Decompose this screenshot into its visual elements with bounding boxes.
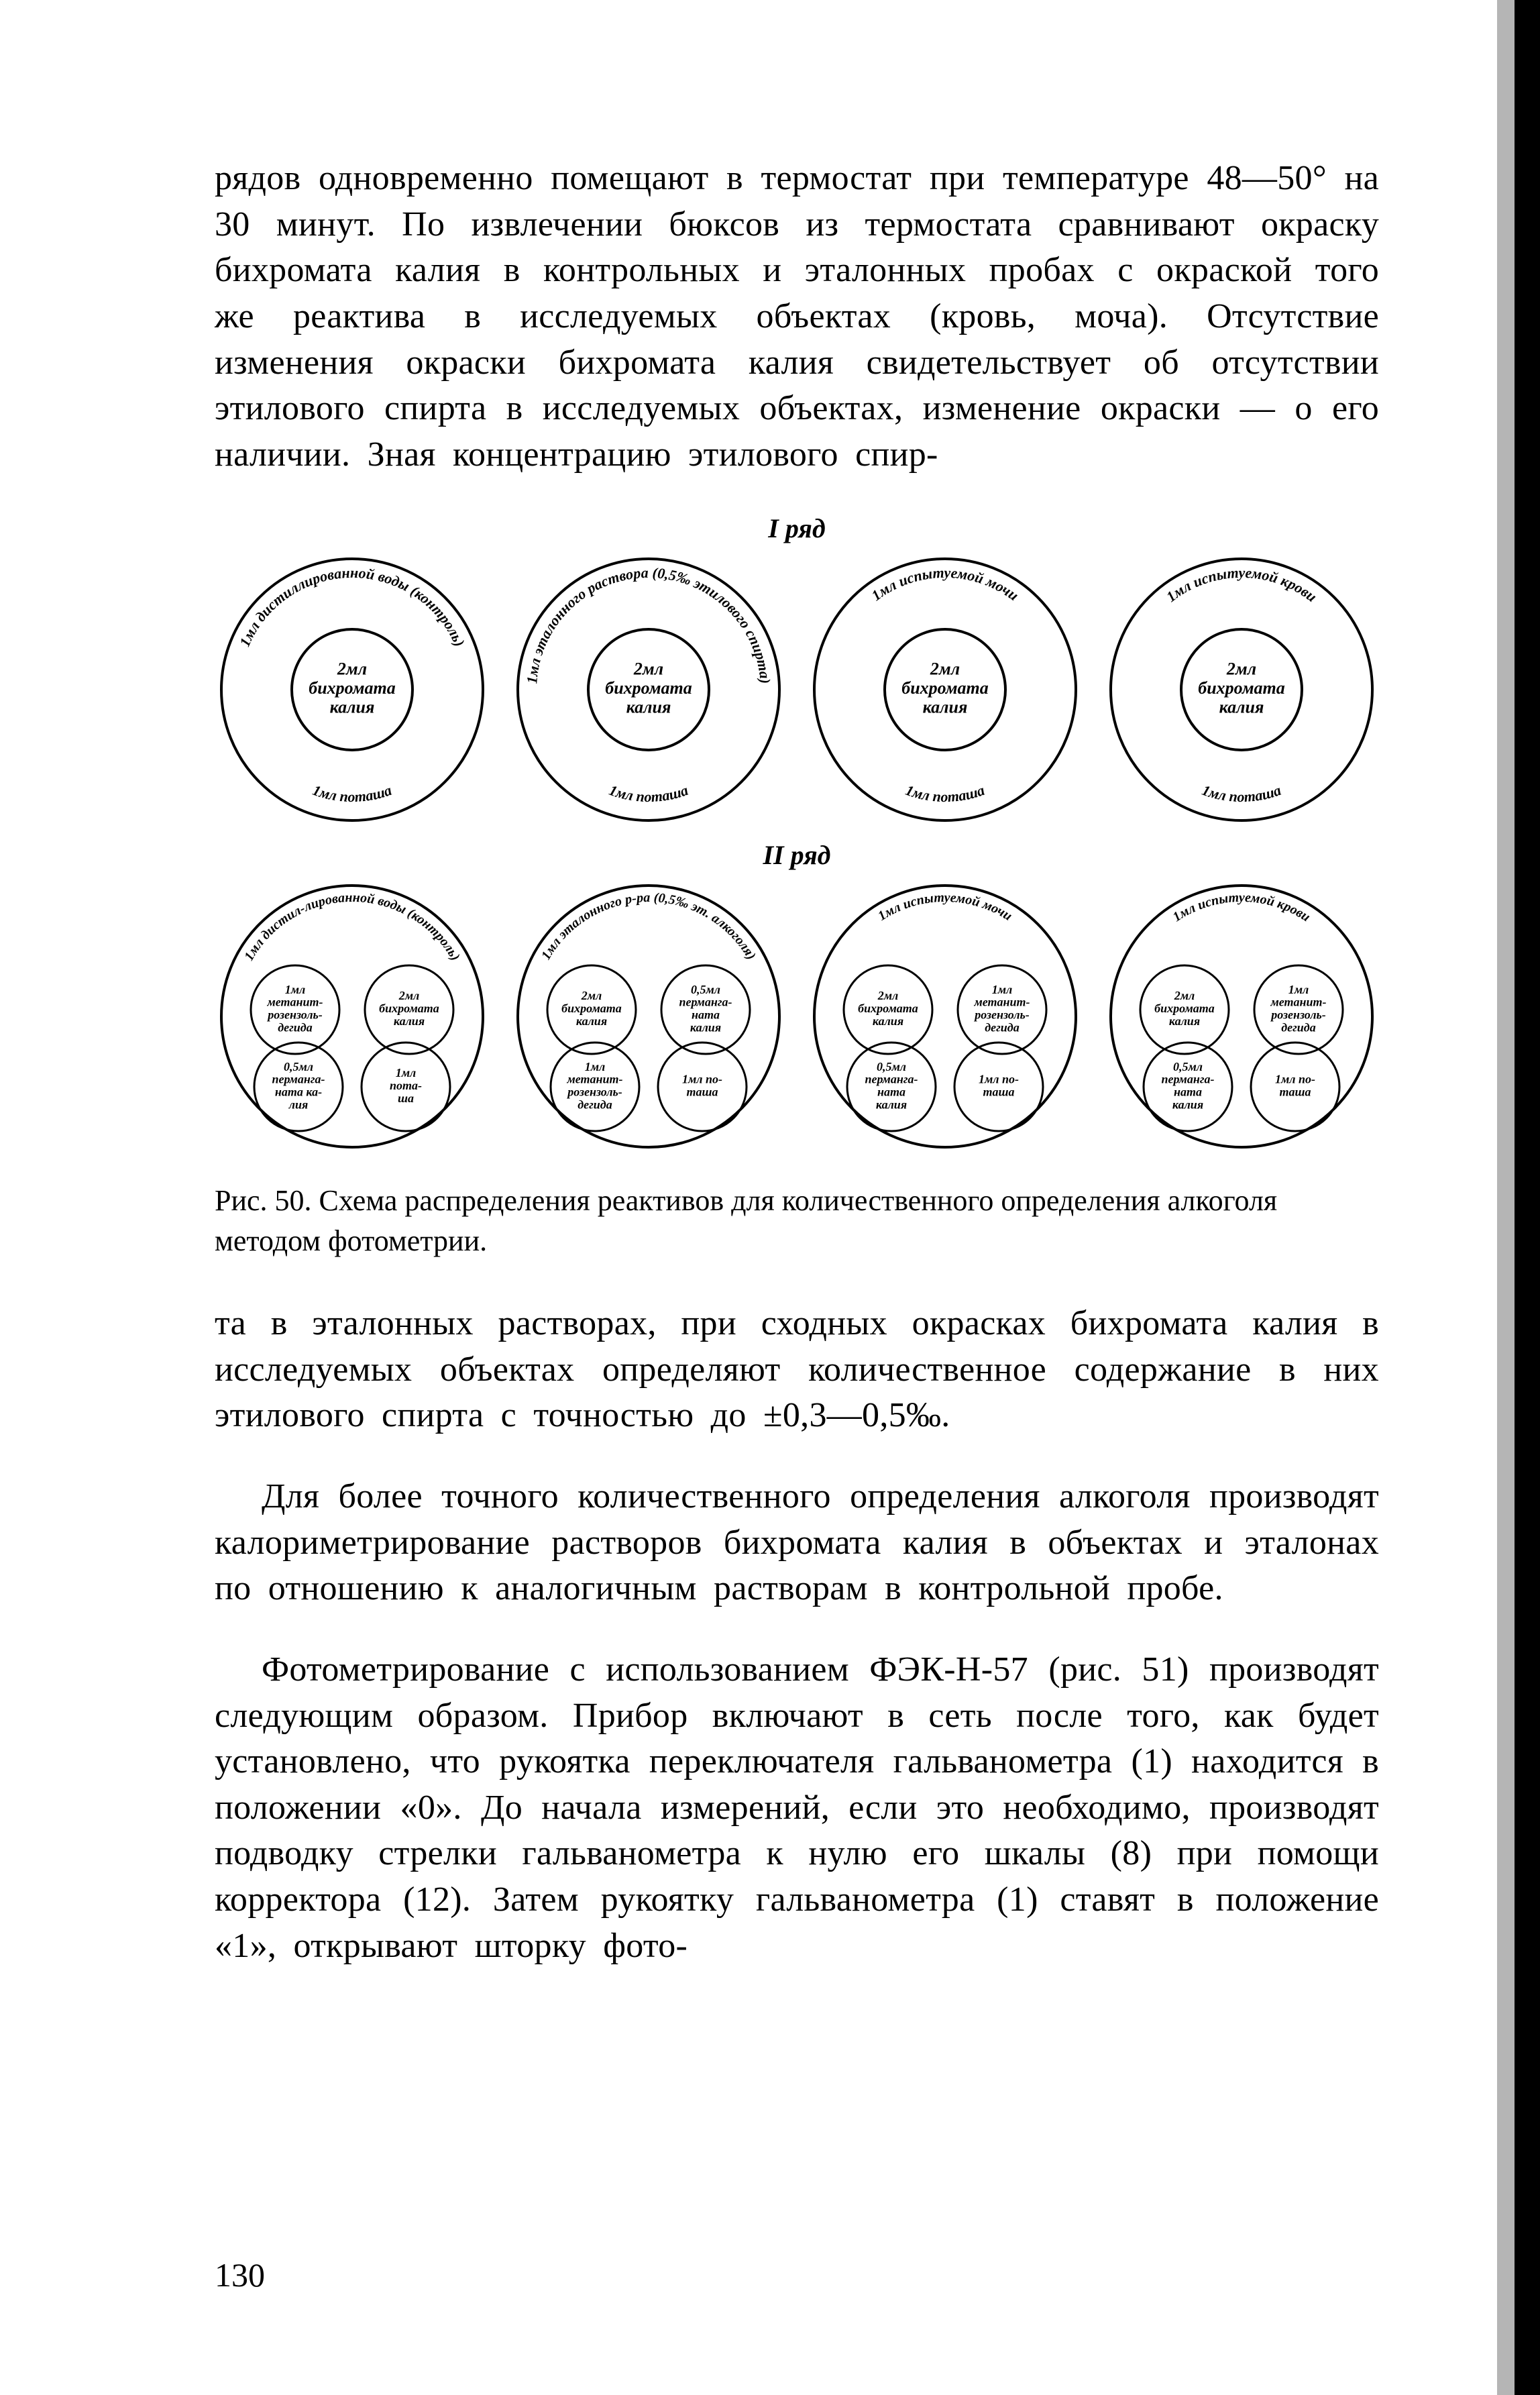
figure-row2: 1мл дистил-лированной воды (контроль) 1мл… <box>215 879 1379 1154</box>
svg-text:бихромата: бихромата <box>901 678 988 698</box>
svg-text:бихромата: бихромата <box>379 1002 439 1016</box>
svg-text:дегида: дегида <box>578 1098 612 1112</box>
paragraph-1: рядов одновременно помещают в термостат … <box>215 156 1379 478</box>
paragraph-4: Фотометрирование с использованием ФЭК-Н-… <box>215 1647 1379 1969</box>
svg-text:розензоль-: розензоль- <box>1270 1008 1326 1022</box>
svg-text:2мл: 2мл <box>877 990 899 1003</box>
svg-text:0,5мл: 0,5мл <box>691 983 720 996</box>
svg-text:калия: калия <box>330 698 375 717</box>
row2-cell-0: 1мл дистил-лированной воды (контроль) 1мл… <box>215 879 490 1154</box>
svg-text:бихромата: бихромата <box>309 678 395 698</box>
svg-text:розензоль-: розензоль- <box>266 1008 323 1022</box>
svg-text:1мл дистил-лированной воды (ко: 1мл дистил-лированной воды (контроль) <box>241 890 463 963</box>
svg-text:перманга-: перманга- <box>272 1073 325 1086</box>
figure-row1-label: I ряд <box>215 513 1379 544</box>
svg-text:2мл: 2мл <box>930 659 960 679</box>
scan-edge <box>1515 0 1540 2395</box>
svg-text:2мл: 2мл <box>398 990 420 1003</box>
svg-text:ната: ната <box>692 1008 720 1022</box>
figure-caption: Рис. 50. Схема распределения реактивов д… <box>215 1181 1379 1261</box>
svg-text:калия: калия <box>394 1014 425 1028</box>
svg-text:таша: таша <box>983 1085 1015 1099</box>
svg-text:калия: калия <box>1219 698 1264 717</box>
paragraph-3: Для более точного количественного опреде… <box>215 1474 1379 1612</box>
svg-text:калия: калия <box>1169 1014 1200 1028</box>
svg-text:бихромата: бихромата <box>561 1002 622 1016</box>
svg-text:калия: калия <box>876 1098 907 1112</box>
row1-cell-0: 1мл дистиллированной воды (контроль) 1мл … <box>215 552 490 827</box>
svg-text:калия: калия <box>626 698 671 717</box>
page-number: 130 <box>215 2255 265 2294</box>
svg-text:1мл дистиллированной воды (кон: 1мл дистиллированной воды (контроль) <box>236 564 468 649</box>
svg-text:бихромата: бихромата <box>1154 1002 1215 1016</box>
svg-text:таша: таша <box>687 1085 718 1099</box>
svg-text:1мл поташа: 1мл поташа <box>1200 782 1283 805</box>
svg-text:1мл по-: 1мл по- <box>979 1073 1019 1086</box>
svg-text:калия: калия <box>1172 1098 1203 1112</box>
svg-text:1мл поташа: 1мл поташа <box>311 782 394 805</box>
svg-text:2мл: 2мл <box>1174 990 1195 1003</box>
svg-text:2мл: 2мл <box>581 990 602 1003</box>
svg-text:калия: калия <box>923 698 968 717</box>
svg-text:перманга-: перманга- <box>1161 1073 1214 1086</box>
svg-text:1мл поташа: 1мл поташа <box>903 782 987 805</box>
row1-cell-1: 1мл эталонного раствора (0,5‰ этилового … <box>511 552 786 827</box>
figure-row1: 1мл дистиллированной воды (контроль) 1мл … <box>215 552 1379 827</box>
svg-text:ша: ша <box>398 1092 414 1105</box>
svg-text:1мл: 1мл <box>285 983 306 996</box>
svg-text:метанит-: метанит- <box>566 1073 622 1086</box>
svg-text:0,5мл: 0,5мл <box>284 1060 313 1073</box>
svg-text:перманга-: перманга- <box>865 1073 918 1086</box>
svg-text:розензоль-: розензоль- <box>973 1008 1030 1022</box>
figure-50: I ряд 1мл дистиллированной воды (контрол… <box>215 513 1379 1261</box>
figure-row2-label: II ряд <box>215 839 1379 871</box>
svg-text:1мл: 1мл <box>1288 983 1309 996</box>
svg-text:1мл: 1мл <box>585 1060 606 1073</box>
svg-text:лия: лия <box>288 1098 309 1112</box>
svg-text:2мл: 2мл <box>337 659 367 679</box>
svg-text:бихромата: бихромата <box>1198 678 1284 698</box>
row2-cell-2: 1мл испытуемой мочи2млбихроматакалия1млм… <box>808 879 1083 1154</box>
svg-text:2мл: 2мл <box>1226 659 1256 679</box>
svg-text:метанит-: метанит- <box>1270 996 1326 1009</box>
svg-text:калия: калия <box>873 1014 903 1028</box>
svg-text:метанит-: метанит- <box>266 996 323 1009</box>
row2-cell-1: 1мл эталонного р-ра (0,5‰ эт. алкоголя) 2… <box>511 879 786 1154</box>
svg-text:дегида: дегида <box>985 1021 1020 1034</box>
svg-text:перманга-: перманга- <box>679 996 732 1009</box>
scan-edge-shadow <box>1497 0 1515 2395</box>
svg-text:1мл по-: 1мл по- <box>1275 1073 1315 1086</box>
svg-text:бихромата: бихромата <box>605 678 692 698</box>
svg-text:метанит-: метанит- <box>973 996 1030 1009</box>
svg-text:ната: ната <box>1174 1085 1202 1099</box>
svg-text:ната: ната <box>877 1085 905 1099</box>
svg-text:0,5мл: 0,5мл <box>1173 1060 1203 1073</box>
svg-text:2мл: 2мл <box>633 659 663 679</box>
svg-text:1мл по-: 1мл по- <box>682 1073 722 1086</box>
svg-text:таша: таша <box>1280 1085 1311 1099</box>
row1-cell-2: 1мл испытуемой мочи1мл поташа2млбихромат… <box>808 552 1083 827</box>
svg-text:розензоль-: розензоль- <box>566 1085 622 1099</box>
svg-text:1мл эталонного р-ра (0,5‰ эт.: 1мл эталонного р-ра (0,5‰ эт. алкоголя) <box>539 890 759 962</box>
svg-text:калия: калия <box>576 1014 607 1028</box>
svg-text:бихромата: бихромата <box>858 1002 918 1016</box>
paragraph-2: та в эталонных растворах, при сходных ок… <box>215 1301 1379 1439</box>
svg-text:ната ка-: ната ка- <box>275 1085 322 1099</box>
svg-text:пота-: пота- <box>390 1079 422 1093</box>
svg-text:дегида: дегида <box>1281 1021 1316 1034</box>
svg-text:калия: калия <box>690 1021 721 1034</box>
row2-cell-3: 1мл испытуемой крови2млбихроматакалия1мл… <box>1104 879 1379 1154</box>
svg-text:дегида: дегида <box>278 1021 313 1034</box>
svg-text:1мл: 1мл <box>992 983 1013 996</box>
svg-text:1мл поташа: 1мл поташа <box>607 782 690 805</box>
row1-cell-3: 1мл испытуемой крови1мл поташа2млбихрома… <box>1104 552 1379 827</box>
svg-text:0,5мл: 0,5мл <box>877 1060 906 1073</box>
svg-text:1мл: 1мл <box>396 1067 417 1080</box>
